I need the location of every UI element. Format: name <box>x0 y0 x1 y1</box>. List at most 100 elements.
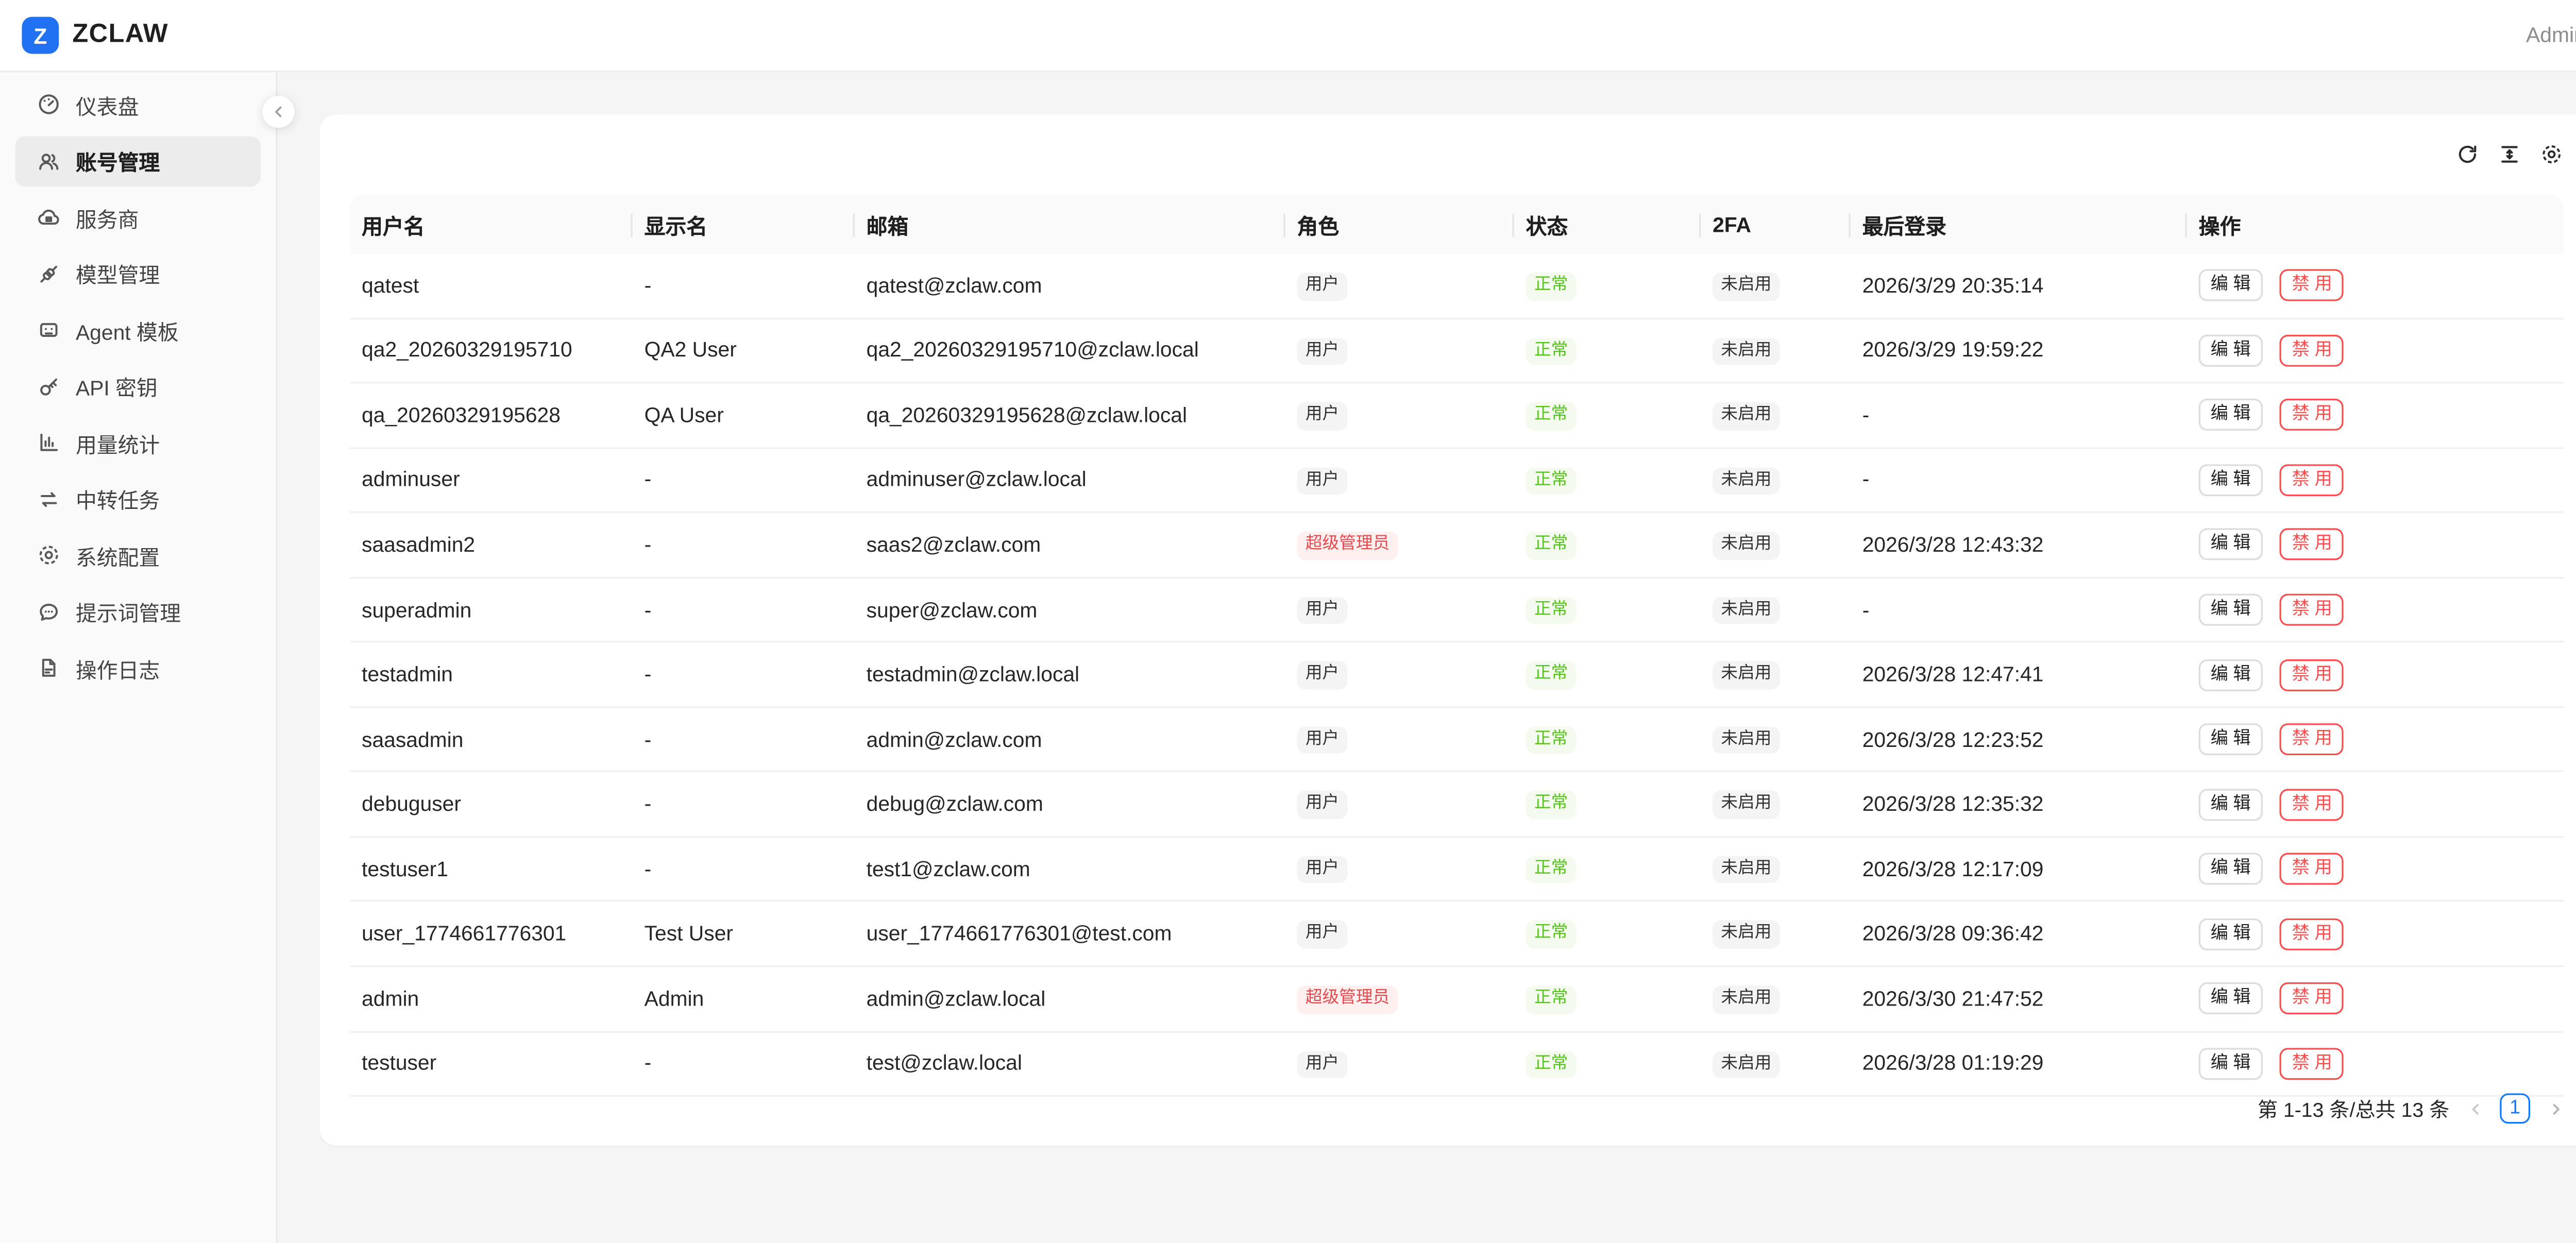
sidebar-item-0[interactable]: 仪表盘 <box>15 79 261 129</box>
twofa-badge: 未启用 <box>1713 921 1780 949</box>
cell-email: qa_20260329195628@zclaw.local <box>866 403 1188 427</box>
edit-button[interactable]: 编 辑 <box>2198 917 2263 950</box>
edit-button[interactable]: 编 辑 <box>2198 658 2263 691</box>
sidebar-item-label: 模型管理 <box>75 264 160 288</box>
disable-button[interactable]: 禁 用 <box>2280 982 2344 1015</box>
edit-button[interactable]: 编 辑 <box>2198 399 2263 432</box>
disable-button[interactable]: 禁 用 <box>2280 269 2344 302</box>
disable-button[interactable]: 禁 用 <box>2280 399 2344 432</box>
column-header-1[interactable]: 显示名 <box>633 195 855 254</box>
cell-display-name: QA User <box>644 403 724 427</box>
gear-icon-button[interactable] <box>2540 143 2564 167</box>
sidebar-item-5[interactable]: API 密钥 <box>15 361 261 411</box>
table-row: debuguser - debug@zclaw.com 用户 正常 未启用 20… <box>350 773 2564 838</box>
plug-icon <box>37 262 61 285</box>
role-badge: 用户 <box>1297 726 1348 754</box>
edit-button[interactable]: 编 辑 <box>2198 1047 2263 1080</box>
cell-username: user_1774661776301 <box>362 922 567 946</box>
sidebar-item-label: 提示词管理 <box>75 602 181 626</box>
table-row: testadmin - testadmin@zclaw.local 用户 正常 … <box>350 643 2564 708</box>
twofa-badge: 未启用 <box>1713 791 1780 819</box>
cell-last-login: 2026/3/28 12:43:32 <box>1862 533 2044 557</box>
table-row: qa2_20260329195710 QA2 User qa2_20260329… <box>350 319 2564 384</box>
swap-icon <box>37 487 61 510</box>
bot-icon <box>37 318 61 342</box>
app-logo-letter: Z <box>33 23 47 48</box>
sidebar-item-6[interactable]: 用量统计 <box>15 417 261 468</box>
key-icon <box>37 374 61 398</box>
sidebar-menu: 仪表盘 账号管理 服务商 模型管理 Agent 模板 API 密钥 用量统计 中… <box>0 79 276 693</box>
sidebar-item-label: 用量统计 <box>75 433 160 457</box>
column-header-2[interactable]: 邮箱 <box>855 195 1285 254</box>
cell-username: saasadmin <box>362 727 464 752</box>
sidebar-item-1[interactable]: 账号管理 <box>15 135 261 186</box>
twofa-badge: 未启用 <box>1713 597 1780 625</box>
disable-button[interactable]: 禁 用 <box>2280 529 2344 561</box>
pagination-prev-button[interactable] <box>2466 1093 2483 1123</box>
sidebar-collapse-button[interactable] <box>262 96 295 128</box>
pagination-next-button[interactable] <box>2547 1093 2564 1123</box>
sidebar-item-3[interactable]: 模型管理 <box>15 248 261 299</box>
twofa-badge: 未启用 <box>1713 532 1780 560</box>
edit-button[interactable]: 编 辑 <box>2198 723 2263 756</box>
cell-display-name: - <box>644 792 652 816</box>
cell-email: debug@zclaw.com <box>866 792 1043 816</box>
cell-username: qa2_20260329195710 <box>362 338 572 363</box>
cell-last-login: - <box>1862 468 1870 492</box>
disable-button[interactable]: 禁 用 <box>2280 464 2344 496</box>
twofa-badge: 未启用 <box>1713 1050 1780 1079</box>
sidebar-item-9[interactable]: 提示词管理 <box>15 586 261 637</box>
role-badge: 用户 <box>1297 791 1348 819</box>
table-row: saasadmin2 - saas2@zclaw.com 超级管理员 正常 未启… <box>350 514 2564 578</box>
cell-display-name: Admin <box>644 987 704 1011</box>
column-header-3[interactable]: 角色 <box>1285 195 1514 254</box>
sidebar-item-8[interactable]: 系统配置 <box>15 530 261 581</box>
column-header-4[interactable]: 状态 <box>1514 195 1701 254</box>
cell-email: test@zclaw.local <box>866 1051 1022 1076</box>
cell-email: super@zclaw.com <box>866 598 1038 622</box>
column-header-6[interactable]: 最后登录 <box>1851 195 2187 254</box>
cell-last-login: 2026/3/29 20:35:14 <box>1862 274 2044 298</box>
sidebar-item-4[interactable]: Agent 模板 <box>15 304 261 355</box>
row-height-icon-button[interactable] <box>2498 143 2522 167</box>
disable-button[interactable]: 禁 用 <box>2280 853 2344 886</box>
disable-button[interactable]: 禁 用 <box>2280 1047 2344 1080</box>
column-header-7[interactable]: 操作 <box>2198 215 2241 239</box>
cell-display-name: QA2 User <box>644 338 737 363</box>
edit-button[interactable]: 编 辑 <box>2198 334 2263 367</box>
edit-button[interactable]: 编 辑 <box>2198 593 2263 626</box>
sidebar-item-label: 仪表盘 <box>75 95 139 119</box>
disable-button[interactable]: 禁 用 <box>2280 723 2344 756</box>
disable-button[interactable]: 禁 用 <box>2280 593 2344 626</box>
edit-button[interactable]: 编 辑 <box>2198 788 2263 821</box>
sidebar-item-2[interactable]: 服务商 <box>15 192 261 242</box>
cell-last-login: 2026/3/28 01:19:29 <box>1862 1051 2044 1076</box>
refresh-icon-button[interactable] <box>2456 143 2480 167</box>
disable-button[interactable]: 禁 用 <box>2280 658 2344 691</box>
cloud-icon <box>37 205 61 229</box>
cell-username: admin <box>362 987 419 1011</box>
twofa-badge: 未启用 <box>1713 661 1780 690</box>
disable-button[interactable]: 禁 用 <box>2280 334 2344 367</box>
sidebar-item-10[interactable]: 操作日志 <box>15 642 261 693</box>
column-header-5[interactable]: 2FA <box>1701 195 1851 254</box>
column-header-0[interactable]: 用户名 <box>350 195 633 254</box>
table-row: testuser1 - test1@zclaw.com 用户 正常 未启用 20… <box>350 838 2564 903</box>
edit-button[interactable]: 编 辑 <box>2198 464 2263 496</box>
status-badge: 正常 <box>1526 597 1577 625</box>
cell-username: testuser <box>362 1051 437 1076</box>
edit-button[interactable]: 编 辑 <box>2198 529 2263 561</box>
brand-title: ZCLAW <box>72 20 168 49</box>
cell-display-name: - <box>644 598 652 622</box>
current-user-label[interactable]: Admin <box>2526 23 2576 47</box>
pagination-page-1[interactable]: 1 <box>2500 1093 2531 1124</box>
edit-button[interactable]: 编 辑 <box>2198 853 2263 886</box>
sidebar-item-7[interactable]: 中转任务 <box>15 473 261 524</box>
disable-button[interactable]: 禁 用 <box>2280 788 2344 821</box>
disable-button[interactable]: 禁 用 <box>2280 917 2344 950</box>
edit-button[interactable]: 编 辑 <box>2198 982 2263 1015</box>
edit-button[interactable]: 编 辑 <box>2198 269 2263 302</box>
table-row: qa_20260329195628 QA User qa_20260329195… <box>350 384 2564 449</box>
sidebar-item-label: 账号管理 <box>75 151 160 175</box>
